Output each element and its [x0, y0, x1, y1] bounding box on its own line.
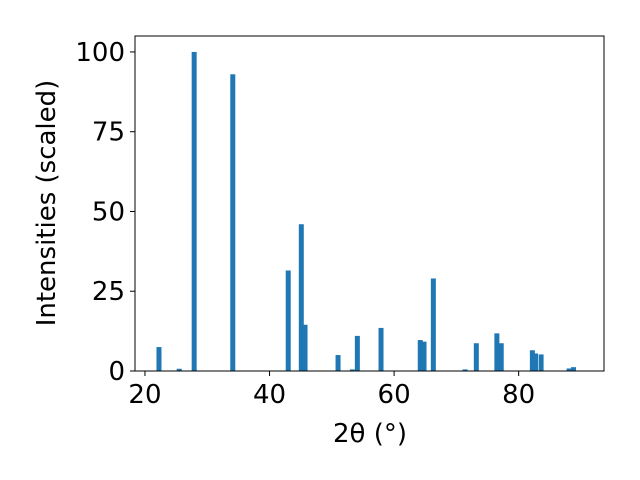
y-tick-label: 50	[92, 197, 125, 227]
bar	[532, 353, 538, 371]
bar	[417, 340, 423, 371]
bar	[302, 324, 308, 371]
x-tick-label: 60	[378, 380, 411, 410]
bar	[354, 335, 360, 371]
bar	[156, 347, 162, 371]
bar	[378, 327, 384, 371]
x-tick-label: 20	[128, 380, 161, 410]
bar	[570, 367, 576, 371]
bar	[230, 74, 236, 372]
bar	[421, 341, 427, 371]
bar	[566, 368, 572, 371]
bar	[473, 343, 479, 371]
bar	[462, 369, 468, 371]
bar	[498, 343, 504, 371]
plot-frame	[134, 35, 605, 372]
y-axis-label: Intensities (scaled)	[32, 80, 62, 327]
x-axis-label: 2θ (°)	[333, 419, 407, 449]
bar	[285, 270, 291, 371]
bar	[335, 355, 341, 371]
y-tick-label: 100	[75, 38, 125, 68]
x-tick-label: 40	[253, 380, 286, 410]
x-tick-label: 80	[502, 380, 535, 410]
y-tick-label: 75	[92, 118, 125, 148]
y-tick-label: 25	[92, 277, 125, 307]
bar	[529, 350, 535, 371]
bar	[298, 224, 304, 371]
bar	[191, 51, 197, 371]
bar	[349, 369, 355, 371]
y-tick-label: 0	[108, 357, 125, 387]
bar	[430, 278, 436, 371]
bar	[538, 354, 544, 371]
bar	[176, 368, 182, 371]
bar	[494, 333, 500, 371]
